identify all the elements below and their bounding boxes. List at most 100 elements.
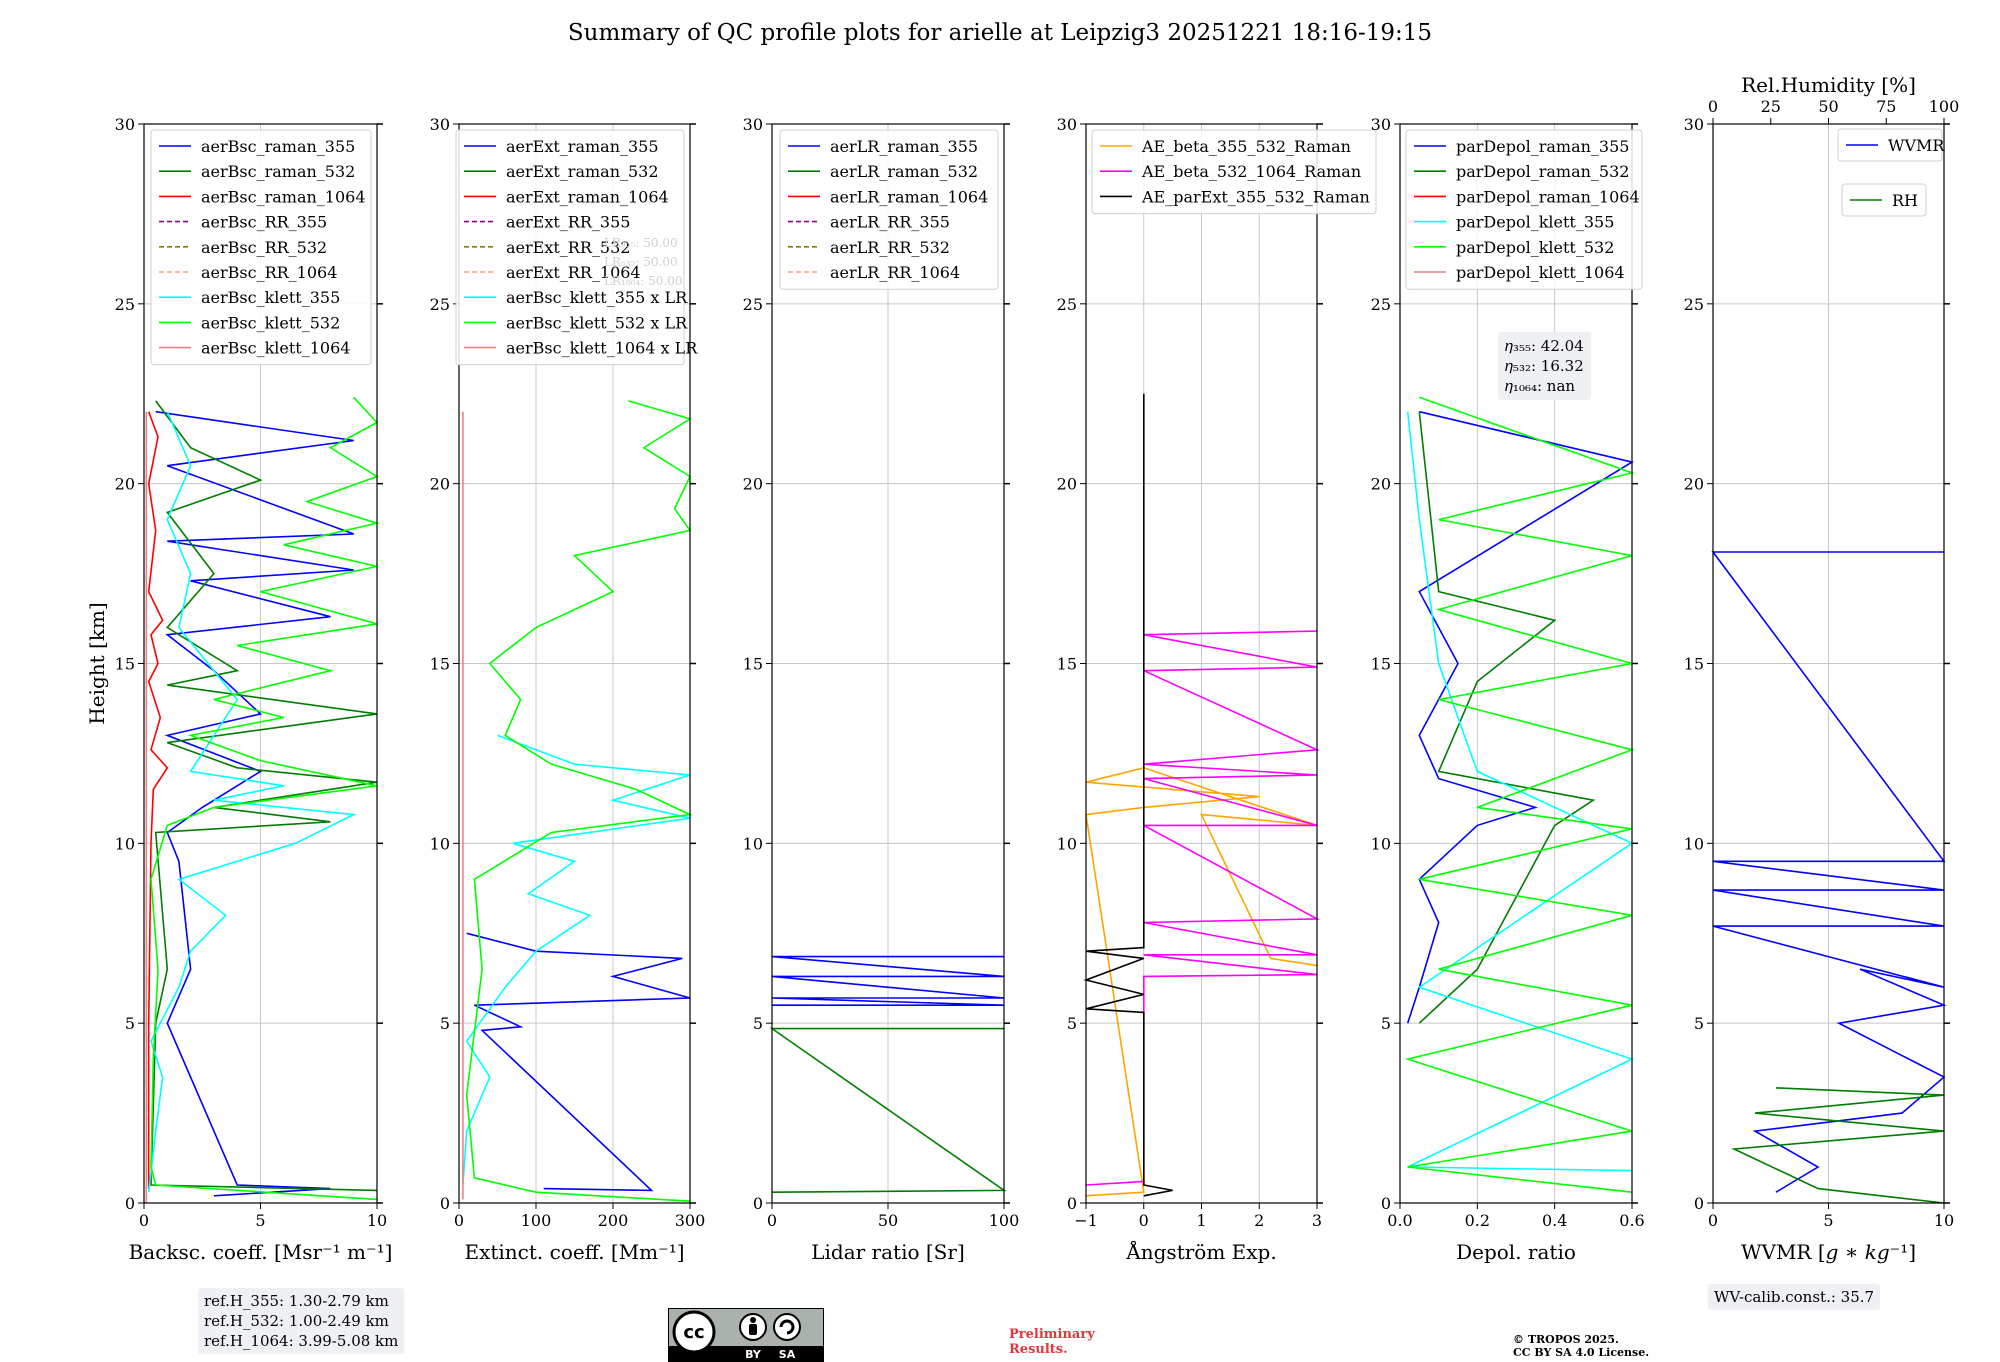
legend-label-aerext-raman-355: aerExt_raman_355 (506, 137, 659, 156)
wv-calibration-box: WV-calib.const.: 35.7 (1708, 1284, 1881, 1310)
backscatter-ytick-label: 30 (115, 115, 135, 134)
lidar_ratio-xtick-label: 0 (767, 1211, 777, 1230)
rh-top-tick-label: 25 (1761, 97, 1781, 116)
series-pardepol-raman-532 (1418, 411, 1596, 1024)
extinction-ytick-label: 30 (430, 115, 450, 134)
legend-label-ae-beta-355-532-raman: AE_beta_355_532_Raman (1141, 137, 1351, 156)
wv-calib-text: WV-calib.const.: 35.7 (1714, 1288, 1875, 1306)
series-aerbsc-klett-355 (147, 411, 357, 1193)
eta-box: 𝜂₃₅₅: 42.04 𝜂₅₃₂: 16.32 𝜂₁₀₆₄: nan (1498, 332, 1591, 400)
legend-label-aerlr-raman-532: aerLR_raman_532 (830, 162, 978, 181)
rh-top-axis-label: Rel.Humidity [%] (1741, 73, 1916, 97)
preliminary-note: Preliminary Results. (1009, 1327, 1095, 1357)
legend-label-aerbsc-rr-1064: aerBsc_RR_1064 (201, 263, 337, 282)
ref-h-532-text: ref.H_532: 1.00-2.49 km (204, 1312, 389, 1330)
legend-label-ae-beta-532-1064-raman: AE_beta_532_1064_Raman (1141, 162, 1361, 181)
lidar_ratio-ytick-label: 5 (753, 1014, 763, 1033)
backscatter-ytick-label: 20 (115, 475, 135, 494)
series-aerbsc-raman-1064 (147, 411, 169, 1189)
lidar_ratio-xtick-label: 50 (878, 1211, 898, 1230)
legend-label-rh: RH (1892, 191, 1918, 210)
wv-xtick-label: 5 (1823, 1211, 1833, 1230)
extinction-xlabel: Extinct. coeff. [Mm⁻¹] (464, 1240, 684, 1264)
series-aerlr-raman-532 (769, 1027, 1007, 1193)
backscatter-xtick-label: 10 (367, 1211, 387, 1230)
extinction-ytick-label: 10 (430, 834, 450, 853)
series-ae-beta-355-532-raman (1085, 766, 1318, 1197)
angstrom-xtick-label: 2 (1254, 1211, 1264, 1230)
badge-footer (669, 1346, 823, 1361)
depol-legend-box (1405, 129, 1643, 290)
panel-extinction (453, 123, 696, 1209)
panel-angstrom (1080, 123, 1377, 1209)
panel-wv (1707, 118, 1950, 1209)
by-icon-body (749, 1324, 757, 1335)
legend-box-rh (1841, 183, 1927, 217)
lidar_ratio-legend-box (779, 129, 999, 290)
series-ae-parext-355-532-raman (1083, 393, 1173, 1197)
series-pardepol-raman-355 (1406, 410, 1635, 1024)
faint-lr-532: LR₅₃₂: 50.00 (604, 255, 678, 269)
legend-label-aerlr-rr-355: aerLR_RR_355 (830, 213, 950, 232)
legend-label-aerbsc-klett-532-x-lr: aerBsc_klett_532 x LR (506, 313, 688, 332)
extinction-ytick-label: 20 (430, 475, 450, 494)
depol-xtick-label: 0.2 (1465, 1211, 1490, 1230)
depol-ytick-label: 25 (1371, 295, 1391, 314)
panel-lidar_ratio (766, 123, 1010, 1209)
depol-xtick-label: 0.4 (1542, 1211, 1567, 1230)
legend-label-pardepol-raman-1064: parDepol_raman_1064 (1456, 187, 1640, 206)
angstrom-xtick-label: −1 (1074, 1211, 1098, 1230)
extinction-ytick-label: 15 (430, 655, 450, 674)
preliminary-line-2: Results. (1009, 1342, 1068, 1357)
by-label: BY (745, 1348, 762, 1361)
extinction-legend-box (455, 129, 685, 366)
series-pardepol-klett-532 (1404, 396, 1635, 1193)
angstrom-ytick-label: 5 (1067, 1014, 1077, 1033)
legend-label-aerext-raman-1064: aerExt_raman_1064 (506, 187, 669, 206)
panel-backscatter (138, 123, 383, 1209)
extinction-ytick-label: 5 (440, 1014, 450, 1033)
angstrom-legend-box (1091, 129, 1377, 215)
legend-label-aerbsc-raman-532: aerBsc_raman_532 (201, 162, 355, 181)
reference-heights-box: ref.H_355: 1.30-2.79 km ref.H_532: 1.00-… (198, 1288, 405, 1354)
sa-icon (773, 1313, 801, 1341)
series-aerext-raman-355 (466, 932, 691, 1192)
wv-ytick-label: 25 (1684, 295, 1704, 314)
angstrom-ytick-label: 15 (1057, 655, 1077, 674)
legend-label-aerbsc-klett-355: aerBsc_klett_355 (201, 288, 340, 307)
backscatter-ytick-label: 5 (125, 1014, 135, 1033)
legend-label-aerext-raman-532: aerExt_raman_532 (506, 162, 659, 181)
series-aerbsc-raman-532 (150, 400, 378, 1192)
depol-ytick-label: 15 (1371, 655, 1391, 674)
legend-label-aerext-rr-1064: aerExt_RR_1064 (506, 263, 641, 282)
legend-label-aerbsc-raman-355: aerBsc_raman_355 (201, 137, 355, 156)
angstrom-ytick-label: 20 (1057, 475, 1077, 494)
angstrom-xtick-label: 0 (1139, 1211, 1149, 1230)
angstrom-ytick-label: 0 (1067, 1194, 1077, 1213)
rh-top-tick-label: 100 (1929, 97, 1960, 116)
legend-label-aerlr-raman-355: aerLR_raman_355 (830, 137, 978, 156)
backscatter-ytick-label: 10 (115, 834, 135, 853)
wv-xtick-label: 0 (1708, 1211, 1718, 1230)
depol-xtick-label: 0.0 (1387, 1211, 1412, 1230)
figure-title: Summary of QC profile plots for arielle … (567, 20, 1433, 46)
depol-ytick-label: 5 (1381, 1014, 1391, 1033)
extinction-xtick-label: 0 (454, 1211, 464, 1230)
ref-h-355-text: ref.H_355: 1.30-2.79 km (204, 1292, 389, 1310)
backscatter-ylabel: Height [km] (85, 602, 109, 724)
eta-1064-text: 𝜂₁₀₆₄: nan (1505, 377, 1576, 395)
backscatter-ytick-label: 25 (115, 295, 135, 314)
depol-xlabel: Depol. ratio (1456, 1240, 1576, 1264)
extinction-ytick-label: 0 (440, 1194, 450, 1213)
panel-depol (1394, 123, 1643, 1209)
angstrom-ytick-label: 30 (1057, 115, 1077, 134)
depol-xtick-label: 0.6 (1619, 1211, 1644, 1230)
rh-top-tick-label: 75 (1876, 97, 1896, 116)
faint-lr-1064: LR₁₀₆₄: 50.00 (604, 274, 683, 288)
depol-ytick-label: 0 (1381, 1194, 1391, 1213)
angstrom-ytick-label: 10 (1057, 834, 1077, 853)
sa-icon-arrow (779, 1319, 795, 1335)
legend-label-pardepol-raman-532: parDepol_raman_532 (1456, 162, 1629, 181)
faint-lidar-ratio-box: LR₃₅₅: 50.00 LR₅₃₂: 50.00 LR₁₀₆₄: 50.00 (604, 234, 682, 291)
lidar_ratio-xtick-label: 100 (989, 1211, 1020, 1230)
